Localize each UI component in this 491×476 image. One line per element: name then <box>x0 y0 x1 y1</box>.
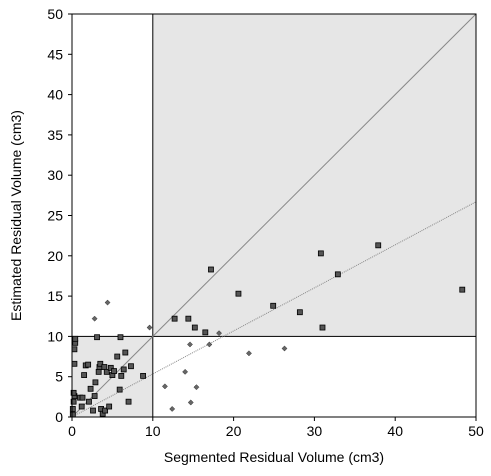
data-point-diamond <box>206 341 213 348</box>
data-point-square <box>191 324 198 331</box>
data-point-square <box>78 403 85 410</box>
data-point-square <box>70 398 77 405</box>
data-point-square <box>86 398 92 405</box>
data-point-square <box>270 302 277 309</box>
data-point-square <box>103 368 110 375</box>
y-tick-label: 15 <box>47 288 63 304</box>
data-point-diamond <box>182 368 189 375</box>
data-point-square <box>122 349 129 356</box>
data-point-diamond <box>104 299 111 306</box>
data-point-square <box>116 386 123 393</box>
y-tick-label: 0 <box>55 409 63 425</box>
y-tick-label: 20 <box>47 248 63 264</box>
y-tick-label: 30 <box>47 167 63 183</box>
y-tick-label: 45 <box>47 46 63 62</box>
data-point-square <box>128 363 134 370</box>
data-point-square <box>107 364 114 371</box>
data-point-square <box>140 372 147 379</box>
data-point-square <box>459 286 466 293</box>
data-point-square <box>125 398 132 405</box>
data-point-square <box>71 346 78 353</box>
y-tick-label: 10 <box>47 328 63 344</box>
data-point-square <box>79 394 86 401</box>
data-point-square <box>90 407 96 414</box>
data-point-square <box>375 242 382 249</box>
data-point-square <box>85 361 92 368</box>
data-point-diamond <box>193 384 200 391</box>
data-point-square <box>106 403 113 410</box>
data-point-square <box>117 334 124 341</box>
data-point-square <box>235 290 242 297</box>
data-point-square <box>120 366 127 373</box>
y-axis-label: Estimated Residual Volume (cm3) <box>8 110 24 321</box>
data-point-square <box>71 360 78 367</box>
reference-lines <box>71 13 477 418</box>
data-point-square <box>70 389 77 396</box>
y-tick-label: 5 <box>55 369 63 385</box>
data-point-square <box>171 315 178 322</box>
data-point-square <box>317 250 324 257</box>
data-point-square <box>72 335 79 342</box>
data-point-square <box>92 379 99 386</box>
data-point-diamond <box>146 324 153 331</box>
x-tick-label: 50 <box>468 423 484 439</box>
y-tick-label: 40 <box>47 87 63 103</box>
data-point-square <box>69 411 76 418</box>
x-tick-label: 20 <box>226 423 242 439</box>
data-point-square <box>69 406 76 412</box>
data-point-square <box>114 353 121 360</box>
x-tick-label: 40 <box>387 423 403 439</box>
data-point-square <box>319 324 326 331</box>
data-points <box>69 242 466 418</box>
data-point-square <box>111 368 117 374</box>
data-point-square <box>81 372 88 378</box>
data-point-square <box>97 360 104 367</box>
data-point-diamond <box>187 399 194 406</box>
x-tick-label: 10 <box>145 423 161 439</box>
data-point-diamond <box>216 330 223 337</box>
data-point-square <box>202 329 209 336</box>
data-point-diamond <box>187 341 193 348</box>
data-point-square <box>185 315 192 322</box>
y-tick-label: 35 <box>47 127 63 143</box>
data-point-diamond <box>245 350 252 357</box>
x-axis-ticks: 0 10 20 30 40 50 <box>68 417 484 439</box>
data-point-square <box>334 271 341 278</box>
data-point-square <box>94 334 100 341</box>
data-point-square <box>102 407 109 414</box>
data-point-diamond <box>91 315 98 322</box>
x-tick-label: 0 <box>68 423 76 439</box>
data-point-diamond <box>161 383 168 390</box>
regression-line <box>71 201 477 418</box>
x-tick-label: 30 <box>307 423 323 439</box>
y-tick-label: 50 <box>47 6 63 22</box>
data-point-square <box>87 385 94 392</box>
data-point-diamond <box>281 345 288 352</box>
y-tick-label: 25 <box>47 208 63 224</box>
data-point-diamond <box>169 405 176 412</box>
data-point-square <box>91 393 98 399</box>
data-point-square <box>101 364 108 370</box>
data-point-square <box>95 368 102 375</box>
identity-line <box>71 13 477 418</box>
y-axis-ticks: 0 5 10 15 20 25 30 35 40 45 50 <box>47 6 72 425</box>
x-axis-label: Segmented Residual Volume (cm3) <box>164 449 384 465</box>
data-point-square <box>208 266 214 273</box>
data-point-square <box>118 372 125 379</box>
data-point-square <box>296 309 303 316</box>
